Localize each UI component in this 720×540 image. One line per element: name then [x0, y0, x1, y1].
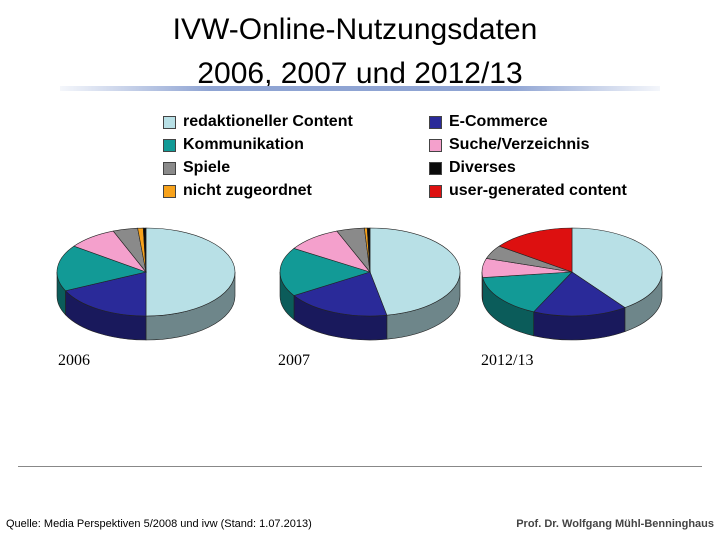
legend-item-redaktioneller-content: redaktioneller Content — [163, 112, 353, 132]
slice-redaktioneller-content — [571, 227, 663, 308]
slice-diverses — [142, 227, 147, 273]
pie-charts — [56, 227, 663, 341]
legend-item-kommunikation: Kommunikation — [163, 135, 304, 155]
footer-divider — [18, 466, 702, 467]
legend-label: redaktioneller Content — [183, 113, 353, 130]
legend-item-spiele: Spiele — [163, 158, 230, 178]
legend-label: E-Commerce — [449, 113, 548, 130]
legend-swatch — [163, 184, 176, 198]
author-credit: Prof. Dr. Wolfgang Mühl-Benninghaus — [516, 518, 714, 530]
title-line-2: 2006, 2007 und 2012/13 — [197, 57, 523, 90]
legend-swatch — [163, 115, 176, 129]
legend-item-e-commerce: E-Commerce — [429, 112, 548, 132]
legend-swatch — [429, 184, 442, 198]
pie-2006 — [56, 227, 236, 341]
slice-kommunikation — [482, 271, 573, 313]
year-label-2012-13: 2012/13 — [481, 352, 534, 369]
legend-label: Diverses — [449, 159, 516, 176]
legend-label: Spiele — [183, 159, 231, 176]
slice-redaktioneller-content — [369, 227, 461, 316]
slice-e-commerce — [64, 271, 147, 317]
slice-kommunikation — [279, 248, 372, 296]
slice-redaktioneller-content — [145, 227, 236, 317]
slice-e-commerce — [533, 271, 626, 317]
title-line-1: IVW-Online-Nutzungsdaten — [172, 13, 538, 46]
slice-diverses — [366, 227, 371, 273]
legend-label: user-generated content — [449, 182, 627, 199]
legend-item-suche-verzeichnis: Suche/Verzeichnis — [429, 135, 590, 155]
legend-label: Kommunikation — [183, 136, 304, 153]
legend-swatch — [429, 138, 442, 152]
legend-swatch — [163, 138, 176, 152]
pie-2012-13 — [481, 227, 663, 341]
legend-label: nicht zugeordnet — [183, 182, 312, 199]
legend-item-nicht-zugeordnet: nicht zugeordnet — [163, 181, 312, 201]
legend-item-user-generated-content: user-generated content — [429, 181, 627, 201]
pie-2007 — [279, 227, 461, 341]
slice-user-generated-content — [498, 227, 573, 273]
slice-kommunikation — [56, 245, 148, 292]
legend-item-diverses: Diverses — [429, 158, 516, 178]
legend-swatch — [429, 161, 442, 175]
source-note: Quelle: Media Perspektiven 5/2008 und iv… — [6, 518, 312, 530]
legend-swatch — [429, 115, 442, 129]
slice-e-commerce — [293, 271, 388, 317]
legend-swatch — [163, 161, 176, 175]
title-underline — [60, 86, 660, 91]
year-label-2007: 2007 — [278, 352, 310, 369]
year-label-2006: 2006 — [58, 352, 90, 369]
legend-label: Suche/Verzeichnis — [449, 136, 590, 153]
chart-legend: redaktioneller Content Kommunikation Spiel… — [0, 0, 720, 220]
